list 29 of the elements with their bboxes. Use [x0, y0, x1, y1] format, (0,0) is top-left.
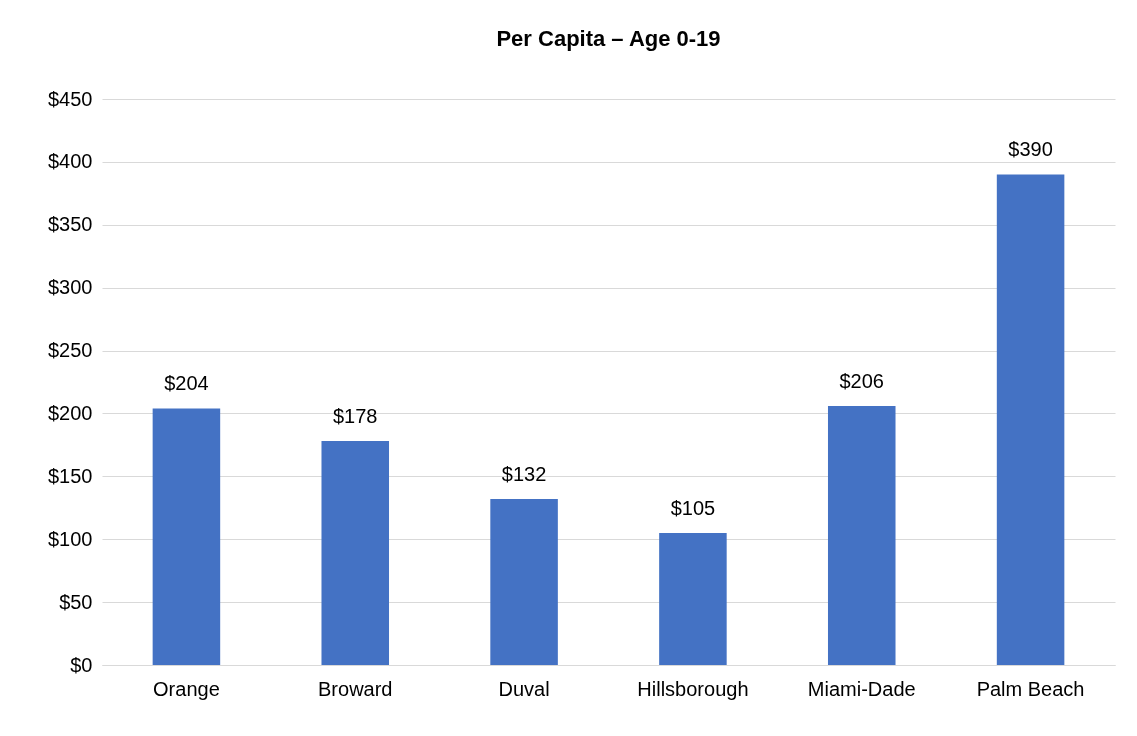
x-tick-label: Orange — [153, 677, 220, 700]
y-tick-label: $400 — [48, 150, 93, 173]
data-label: $178 — [333, 405, 378, 428]
y-tick-label: $150 — [48, 464, 93, 487]
y-tick-label: $200 — [48, 401, 93, 424]
y-tick-label: $450 — [48, 87, 93, 110]
bar — [321, 441, 390, 665]
x-tick-label: Broward — [318, 677, 393, 700]
data-label: $105 — [670, 496, 716, 519]
data-label: $204 — [164, 372, 209, 395]
data-label: $206 — [839, 369, 884, 392]
bar — [659, 532, 727, 665]
y-tick-label: $250 — [48, 339, 93, 362]
x-tick-label: Palm Beach — [976, 677, 1085, 700]
data-label: $132 — [501, 462, 547, 485]
data-label: $390 — [1008, 138, 1053, 161]
y-tick-label: $300 — [48, 276, 93, 299]
x-tick-label: Miami-Dade — [807, 677, 916, 700]
y-tick-label: $0 — [70, 653, 93, 676]
bar — [827, 405, 896, 665]
y-tick-label: $50 — [59, 590, 93, 613]
x-tick-label: Hillsborough — [637, 677, 749, 700]
bar — [996, 174, 1065, 665]
bar — [152, 408, 221, 665]
bar — [490, 498, 558, 665]
y-tick-label: $350 — [48, 213, 93, 236]
x-tick-label: Duval — [498, 677, 550, 700]
y-tick-label: $100 — [48, 527, 93, 550]
chart-title: Per Capita – Age 0-19 — [496, 26, 721, 51]
